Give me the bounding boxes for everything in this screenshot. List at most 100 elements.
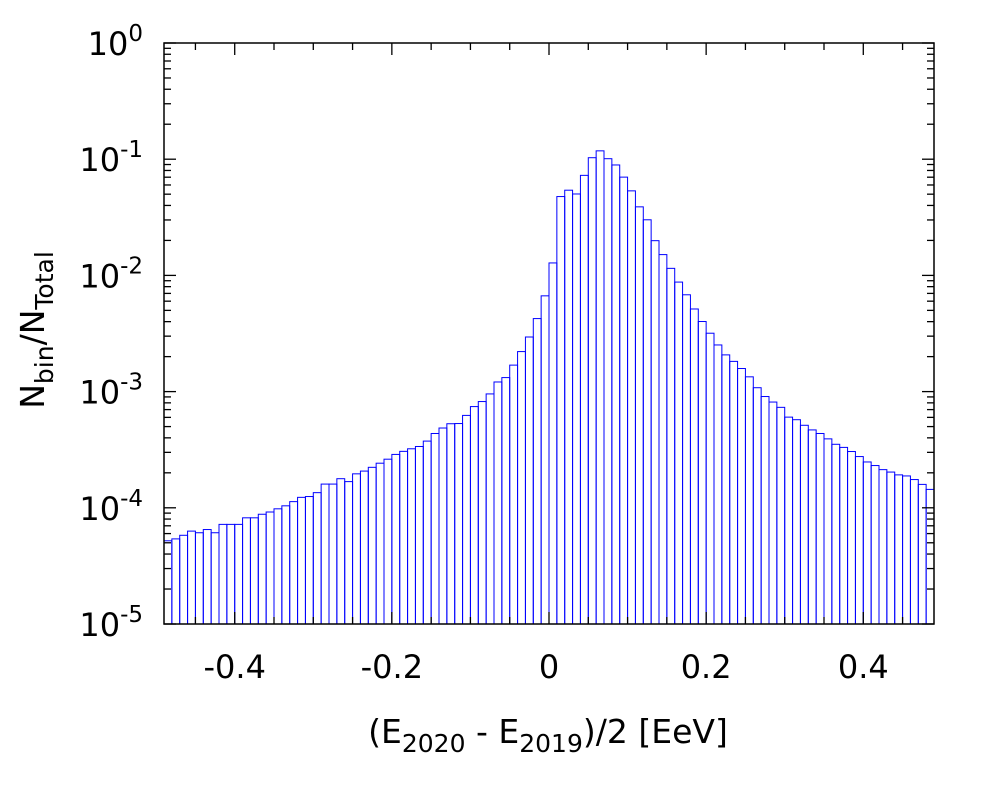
histogram-bar [721,354,731,625]
histogram-bar [595,150,605,625]
histogram-bar [218,523,228,625]
histogram-bar [862,461,872,625]
histogram-bar [304,496,314,625]
histogram-bar [257,513,267,625]
histogram-bar [265,511,275,625]
histogram-bar [579,174,589,625]
histogram-bar [792,419,801,625]
histogram-bar [234,523,244,625]
x-axis-title-sub-2020: 2020 [402,729,466,758]
histogram-bar [799,424,809,625]
histogram-bar [611,164,621,625]
histogram-bar [509,364,519,625]
histogram-bar [548,262,558,625]
histogram-bar [705,332,715,625]
histogram-bar [902,475,911,625]
histogram-bar [454,423,464,625]
histogram-bar [297,496,306,625]
histogram-bar [391,453,401,625]
histogram-bar [202,529,212,625]
histogram-bar [312,492,322,625]
histogram-bar [194,532,204,625]
histogram-bar [713,344,723,625]
histogram-bar [658,254,668,625]
histogram-bar [870,465,880,625]
histogram-bar [446,423,456,625]
y-tick-label: 10-3 [79,370,143,412]
x-tick-label: -0.4 [203,648,265,686]
histogram-bar [572,193,581,625]
histogram-bar [493,381,503,625]
histogram-bar [768,401,778,625]
histogram-bar [289,501,299,625]
histogram-bar [784,416,794,625]
histogram-bar [564,189,574,625]
histogram-bar [540,295,550,625]
histogram-bar [831,443,841,625]
histogram-bar [328,483,338,625]
histogram-bars [163,150,935,625]
histogram-bar [917,483,927,625]
histogram-bar [760,396,770,625]
histogram-bar [399,450,409,625]
histogram-bar [163,540,173,625]
histogram-bar [524,336,534,625]
y-axis-title-sub-total: Total [30,251,59,310]
histogram-bar [619,176,629,625]
x-tick-label: -0.2 [361,648,423,686]
histogram-bar [847,451,856,625]
histogram-bar [336,478,346,625]
y-tick-labels: 100 10-1 10-2 10-3 10-4 10-5 [79,21,143,644]
y-tick-label: 10-1 [79,137,143,179]
histogram-bar [634,206,644,625]
histogram-bar [407,448,416,625]
histogram-bar [249,517,259,625]
histogram-bar [603,158,613,625]
histogram-bar [854,456,864,625]
histogram-bar [179,534,189,625]
histogram-bar [226,523,236,625]
histogram-bar [242,517,251,625]
histogram-bar [729,360,739,625]
x-axis-title: (E2020 - E2019)/2 [EeV] [368,712,728,758]
histogram-bar [375,462,385,625]
histogram-bar [697,321,707,625]
histogram-bar [187,530,196,625]
y-tick-label: 10-5 [79,602,143,644]
histogram-bar [344,481,354,625]
histogram-bar [469,406,479,625]
histogram-bar [807,429,817,625]
histogram-bar [642,219,652,625]
y-axis-title: Nbin/NTotal [13,251,59,409]
histogram-bar [909,479,919,625]
histogram-bar [281,505,291,625]
y-axis-title-sub-bin: bin [30,345,59,384]
histogram-bar [171,538,181,625]
histogram-bar [556,196,566,625]
histogram-bar [367,466,377,625]
histogram-bar [438,427,448,625]
y-tick-label: 100 [88,21,143,63]
histogram-bar [682,294,691,625]
y-tick-label: 10-4 [79,486,143,528]
histogram-bar [477,401,487,625]
histogram-bar [894,474,904,625]
histogram-bar [587,157,597,625]
histogram-bar [925,488,935,625]
histogram-bar [744,376,754,625]
histogram-bar [422,440,432,625]
histogram-bar [210,532,220,625]
histogram-bar [815,432,825,625]
histogram-bar [674,281,684,625]
x-tick-label: 0.2 [681,648,732,686]
x-axis-title-sub-2019: 2019 [519,729,583,758]
histogram-bar [886,471,896,625]
y-tick-label: 10-2 [79,253,143,295]
histogram-bar [383,458,393,625]
x-tick-label: 0.4 [838,648,889,686]
histogram-bar [501,377,511,625]
histogram-bar [752,387,762,625]
histogram-bar [430,432,440,625]
axis-ticks [164,42,934,625]
